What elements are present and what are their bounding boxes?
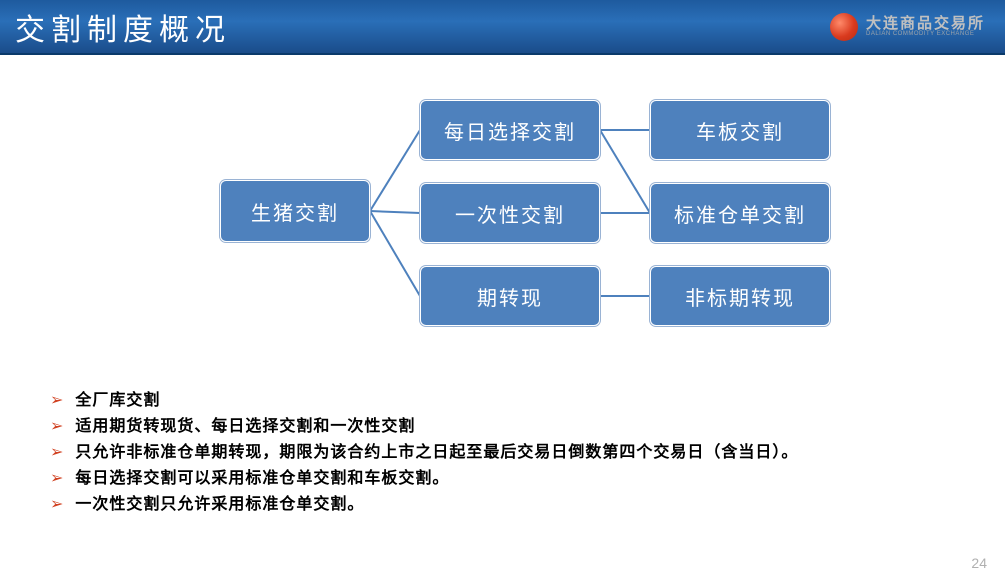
bullet-text: 适用期货转现货、每日选择交割和一次性交割	[75, 416, 415, 438]
bullet-text: 只允许非标准仓单期转现，期限为该合约上市之日起至最后交易日倒数第四个交易日（含当…	[75, 442, 798, 464]
diagram-node-root: 生猪交割	[220, 180, 370, 242]
diagram-node-m1: 车板交割	[650, 100, 830, 160]
diagram-edge	[370, 211, 420, 213]
diagram: 生猪交割每日选择交割一次性交割期转现 车板交割标准仓单交割非标期转现	[0, 55, 1005, 355]
bullet-marker-icon: ➢	[50, 468, 63, 490]
diagram-node-m2: 标准仓单交割	[650, 183, 830, 243]
diagram-edge	[370, 130, 420, 211]
bullet-item: ➢ 只允许非标准仓单期转现，期限为该合约上市之日起至最后交易日倒数第四个交易日（含…	[50, 442, 950, 464]
page-number: 24	[971, 555, 987, 571]
logo-text-cn: 大连商品交易所	[866, 16, 985, 32]
diagram-edge	[370, 211, 420, 296]
diagram-node-n2: 一次性交割	[420, 183, 600, 243]
slide-title: 交割制度概况	[15, 5, 231, 49]
diagram-edge	[600, 130, 650, 213]
bullet-marker-icon: ➢	[50, 442, 63, 464]
logo-icon	[830, 13, 858, 41]
bullet-item: ➢ 每日选择交割可以采用标准仓单交割和车板交割。	[50, 468, 950, 490]
bullet-item: ➢ 一次性交割只允许采用标准仓单交割。	[50, 494, 950, 516]
diagram-node-m3: 非标期转现	[650, 266, 830, 326]
bullet-text: 每日选择交割可以采用标准仓单交割和车板交割。	[75, 468, 449, 490]
bullet-marker-icon: ➢	[50, 494, 63, 516]
diagram-node-n3: 期转现	[420, 266, 600, 326]
bullet-text: 一次性交割只允许采用标准仓单交割。	[75, 494, 364, 516]
bullet-item: ➢ 适用期货转现货、每日选择交割和一次性交割	[50, 416, 950, 438]
bullet-list: ➢ 全厂库交割 ➢ 适用期货转现货、每日选择交割和一次性交割 ➢ 只允许非标准仓单期转现，…	[50, 390, 950, 520]
bullet-text: 全厂库交割	[75, 390, 160, 412]
logo-text-en: DALIAN COMMODITY EXCHANGE	[866, 31, 985, 37]
bullet-marker-icon: ➢	[50, 390, 63, 412]
diagram-node-n1: 每日选择交割	[420, 100, 600, 160]
bullet-marker-icon: ➢	[50, 416, 63, 438]
logo: 大连商品交易所 DALIAN COMMODITY EXCHANGE	[830, 13, 985, 41]
slide-header: 交割制度概况 大连商品交易所 DALIAN COMMODITY EXCHANGE	[0, 0, 1005, 55]
bullet-item: ➢ 全厂库交割	[50, 390, 950, 412]
